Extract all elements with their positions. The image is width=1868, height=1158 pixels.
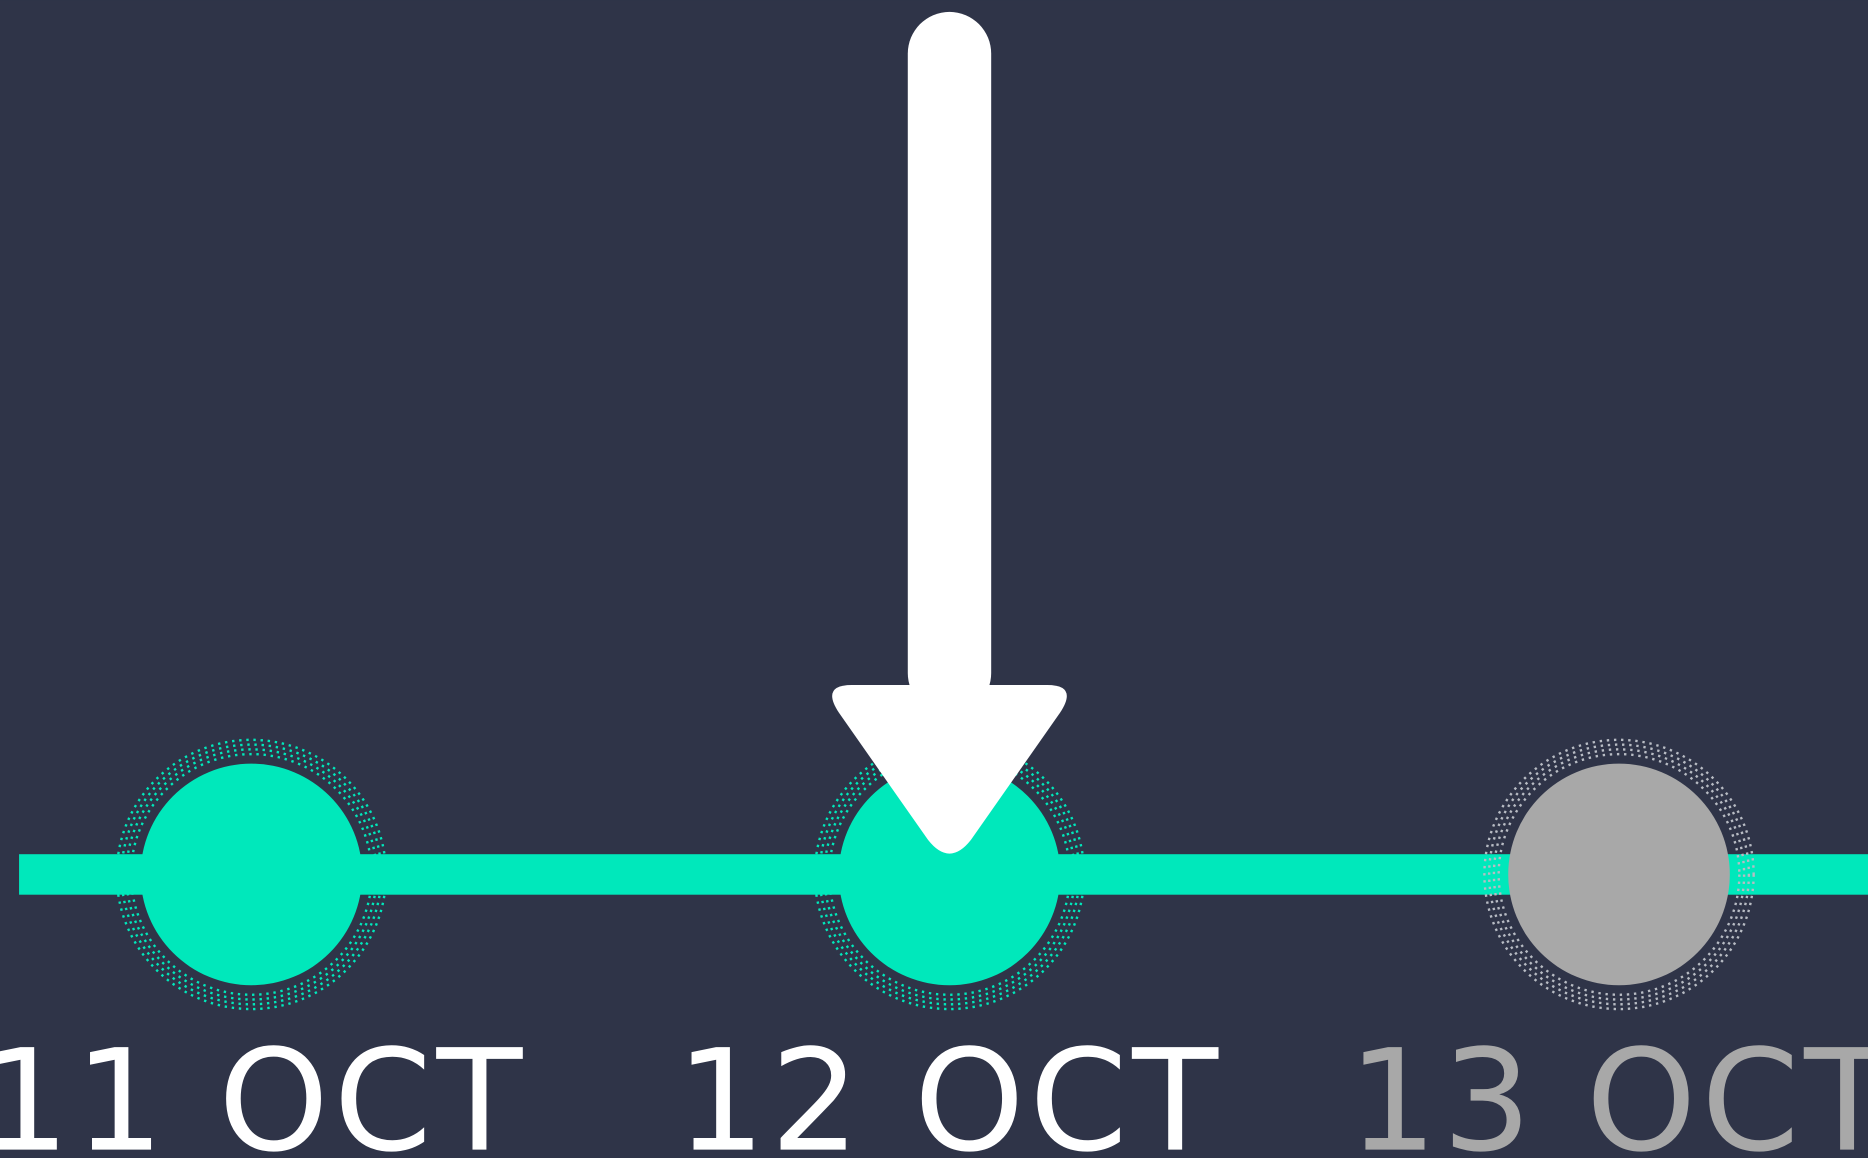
- date-dot[interactable]: [140, 763, 363, 986]
- date-label: 11 OCT: [0, 1021, 527, 1158]
- date-label: 12 OCT: [676, 1021, 1223, 1158]
- date-label: 13 OCT: [1348, 1021, 1868, 1158]
- date-dot[interactable]: [1508, 763, 1730, 986]
- date-node: [1483, 738, 1755, 1011]
- date-node: [115, 738, 388, 1011]
- date-dot[interactable]: [838, 763, 1061, 986]
- pointer-arrow: [832, 11, 1067, 854]
